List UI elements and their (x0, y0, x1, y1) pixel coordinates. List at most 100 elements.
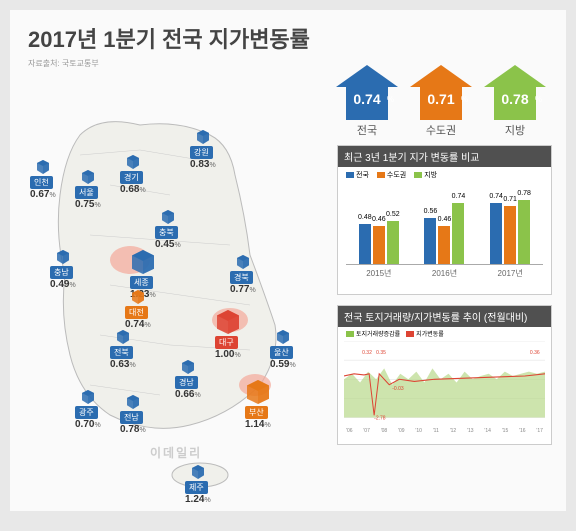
cube-icon (247, 380, 269, 406)
cube-icon (277, 330, 289, 346)
svg-text:-2.78: -2.78 (374, 416, 386, 422)
cube-icon (197, 130, 209, 146)
region-tag: 서울 (75, 186, 98, 199)
bar: 0.71 (504, 206, 516, 264)
region-tag: 경북 (230, 271, 253, 284)
bar-value: 0.78 (516, 190, 532, 197)
region-tag: 울산 (270, 346, 293, 359)
indicator-pct: % (461, 95, 468, 104)
region-value: 1.24 (185, 494, 204, 505)
region-pct: % (139, 427, 145, 434)
region-pct: % (174, 242, 180, 249)
line-chart-panel: 전국 토지거래량/지가변동률 추이 (전월대비) 토지거래량증감률지가변동률 0… (337, 305, 552, 445)
region-서울: 서울 0.75% (75, 170, 101, 210)
region-pct: % (94, 202, 100, 209)
bar-group: 0.560.460.74 (424, 203, 464, 264)
region-value: 1.00 (215, 349, 234, 360)
cube-icon (132, 290, 144, 306)
legend-item: 토지거래량증감률 (346, 329, 400, 338)
region-대구: 대구 1.00% (215, 310, 241, 360)
region-경북: 경북 0.77% (230, 255, 256, 295)
cube-icon (82, 390, 94, 406)
region-tag: 세종 (130, 276, 153, 289)
bar: 0.46 (373, 226, 385, 264)
bar: 0.74 (452, 203, 464, 264)
bar-group: 0.740.710.78 (490, 200, 530, 264)
region-value: 0.67 (30, 189, 49, 200)
top-indicators: 0.74 % 전국 0.71 % 수도권 0.78 % 지방 (336, 65, 546, 138)
bar: 0.48 (359, 224, 371, 264)
legend-swatch (377, 172, 385, 178)
region-경기: 경기 0.68% (120, 155, 146, 195)
indicator-지방: 0.78 % 지방 (484, 65, 546, 138)
region-pct: % (94, 422, 100, 429)
legend-swatch (406, 331, 414, 337)
region-value: 0.70 (75, 419, 94, 430)
region-강원: 강원 0.83% (190, 130, 216, 170)
cube-icon (57, 250, 69, 266)
svg-text:0.32: 0.32 (362, 350, 372, 356)
region-대전: 대전 0.74% (125, 290, 151, 330)
line-xlabel: '07 (363, 428, 370, 434)
legend-swatch (346, 172, 354, 178)
legend-item: 지방 (414, 170, 437, 180)
bar-value: 0.56 (422, 208, 438, 215)
region-pct: % (209, 162, 215, 169)
region-pct: % (129, 362, 135, 369)
legend-swatch (414, 172, 422, 178)
line-xlabel: '13 (467, 428, 474, 434)
region-광주: 광주 0.70% (75, 390, 101, 430)
region-충남: 충남 0.49% (50, 250, 76, 290)
region-value: 0.83 (190, 159, 209, 170)
indicator-전국: 0.74 % 전국 (336, 65, 398, 138)
region-value: 0.49 (50, 279, 69, 290)
legend-label: 전국 (356, 170, 369, 180)
indicator-label: 지방 (505, 122, 525, 138)
line-xlabel: '10 (415, 428, 422, 434)
region-충북: 충북 0.45% (155, 210, 181, 250)
bar: 0.46 (438, 226, 450, 264)
cube-icon (117, 330, 129, 346)
legend-item: 수도권 (377, 170, 406, 180)
bar-xlabel: 2017년 (498, 268, 523, 279)
bar: 0.74 (490, 203, 502, 264)
bar-value: 0.74 (450, 193, 466, 200)
region-tag: 인천 (30, 176, 53, 189)
region-value: 0.68 (120, 184, 139, 195)
bar: 0.56 (424, 218, 436, 264)
line-xaxis: '06'07'08'09'10'11'12'13'14'15'16'17 (344, 428, 545, 434)
line-xlabel: '15 (502, 428, 509, 434)
bar-xaxis: 2015년 2016년 2017년 (346, 268, 543, 279)
region-전남: 전남 0.78% (120, 395, 146, 435)
region-pct: % (249, 287, 255, 294)
cube-icon (127, 395, 139, 411)
bar-group: 0.480.460.52 (359, 221, 399, 264)
bar-xlabel: 2015년 (366, 268, 391, 279)
cube-icon (182, 360, 194, 376)
cube-icon (217, 310, 239, 336)
region-tag: 대전 (125, 306, 148, 319)
region-tag: 강원 (190, 146, 213, 159)
svg-text:-0.03: -0.03 (392, 386, 404, 392)
indicator-수도권: 0.71 % 수도권 (410, 65, 472, 138)
region-tag: 전남 (120, 411, 143, 424)
cube-icon (82, 170, 94, 186)
bar-value: 0.52 (385, 211, 401, 218)
region-인천: 인천 0.67% (30, 160, 56, 200)
region-tag: 충남 (50, 266, 73, 279)
region-pct: % (139, 187, 145, 194)
line-legend: 토지거래량증감률지가변동률 (346, 329, 444, 338)
svg-text:0.36: 0.36 (530, 350, 540, 356)
region-tag: 광주 (75, 406, 98, 419)
bar-value: 0.46 (436, 216, 452, 223)
region-pct: % (289, 362, 295, 369)
korea-map: 강원 0.83% 인천 0.67% 서울 0.75% 경기 0.68% 충북 0… (20, 95, 340, 495)
region-value: 0.59 (270, 359, 289, 370)
region-tag: 부산 (245, 406, 268, 419)
region-tag: 대구 (215, 336, 238, 349)
bar-xlabel: 2016년 (432, 268, 457, 279)
indicator-pct: % (535, 95, 542, 104)
legend-label: 수도권 (387, 170, 406, 180)
line-xlabel: '12 (450, 428, 457, 434)
region-value: 1.14 (245, 419, 264, 430)
